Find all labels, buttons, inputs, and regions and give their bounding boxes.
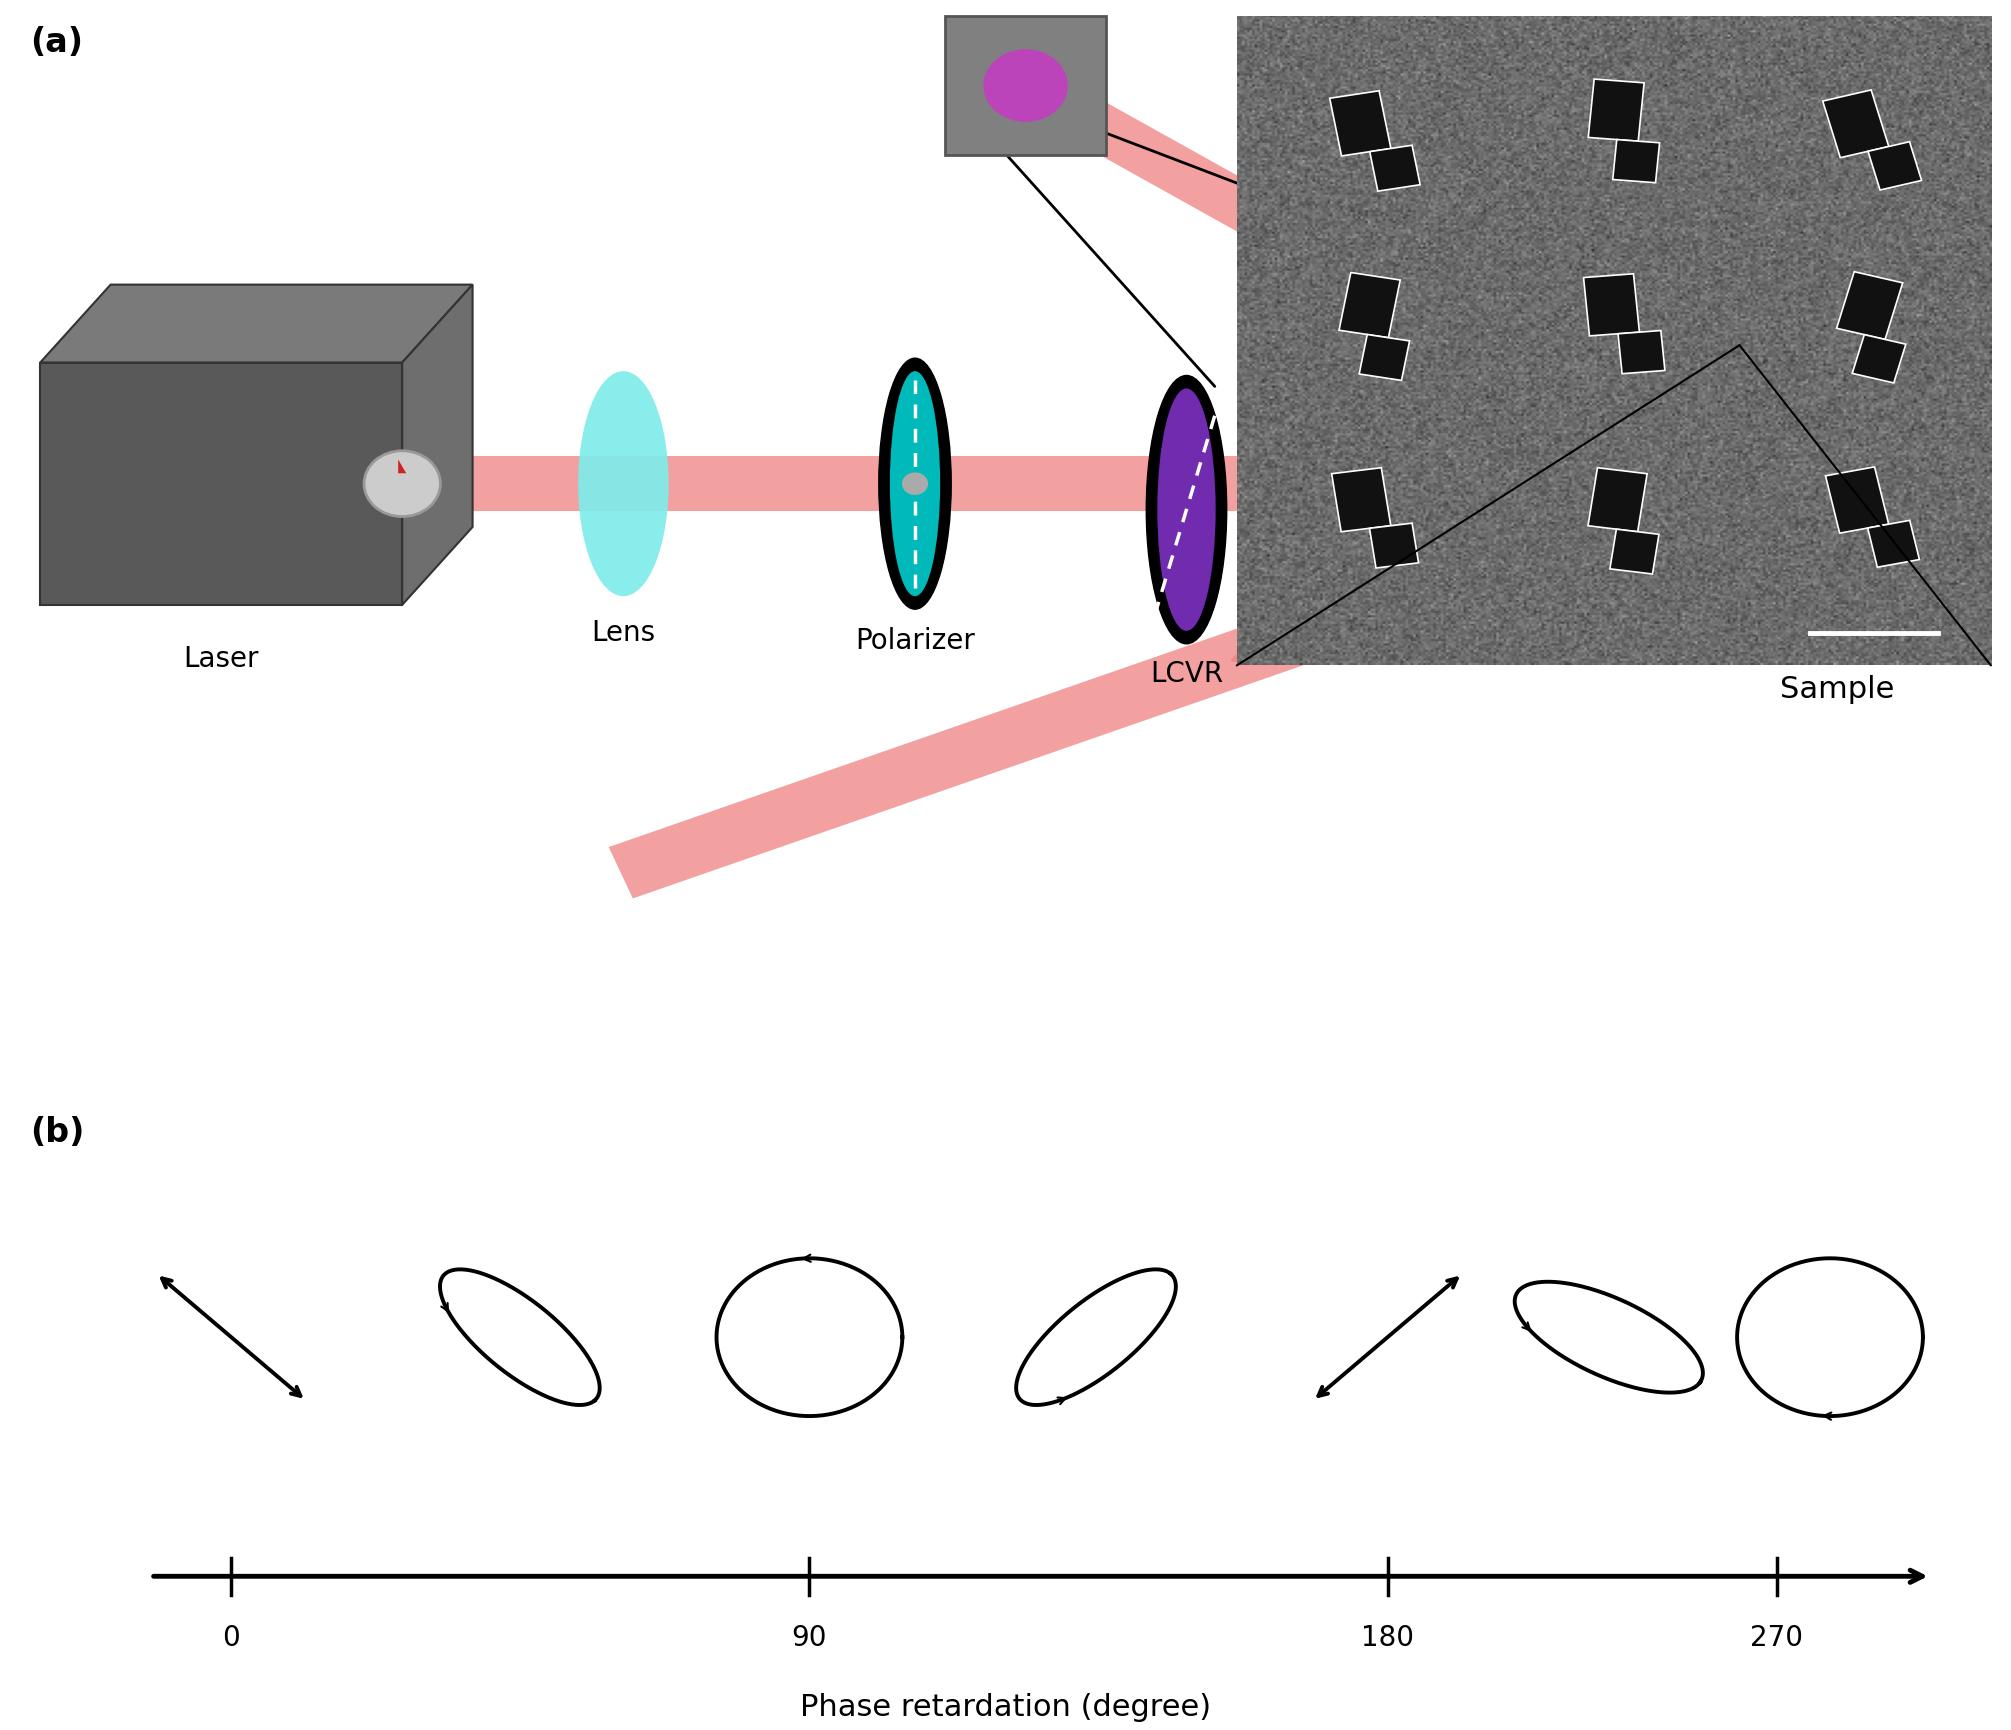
Polygon shape: [1589, 469, 1647, 533]
Polygon shape: [609, 458, 1752, 900]
Polygon shape: [1826, 467, 1888, 535]
Polygon shape: [1012, 67, 1754, 503]
Text: Lens: Lens: [591, 618, 656, 647]
Text: 0: 0: [223, 1623, 239, 1652]
Text: 90: 90: [792, 1623, 827, 1652]
Polygon shape: [1611, 529, 1659, 574]
Circle shape: [364, 452, 440, 517]
Text: 270: 270: [1750, 1623, 1804, 1652]
Polygon shape: [1868, 142, 1923, 190]
Polygon shape: [40, 285, 473, 363]
Ellipse shape: [1723, 403, 1742, 479]
FancyBboxPatch shape: [945, 17, 1106, 156]
Polygon shape: [1339, 273, 1400, 339]
Text: 180: 180: [1361, 1623, 1414, 1652]
Polygon shape: [1589, 80, 1645, 142]
Polygon shape: [402, 457, 1740, 512]
Polygon shape: [1822, 92, 1888, 159]
Polygon shape: [1619, 332, 1665, 374]
Polygon shape: [1583, 275, 1639, 337]
Polygon shape: [40, 363, 402, 606]
Text: (b): (b): [30, 1116, 84, 1149]
Polygon shape: [402, 285, 473, 606]
Text: $\theta$: $\theta$: [1508, 427, 1528, 455]
Ellipse shape: [1158, 389, 1215, 631]
Text: Polarizer: Polarizer: [855, 628, 975, 656]
Circle shape: [983, 50, 1068, 123]
Ellipse shape: [1146, 375, 1227, 644]
Polygon shape: [398, 460, 406, 474]
Circle shape: [901, 472, 929, 495]
Polygon shape: [1836, 273, 1902, 341]
Polygon shape: [1329, 92, 1392, 157]
Ellipse shape: [1723, 346, 1780, 649]
Polygon shape: [1852, 336, 1906, 384]
Polygon shape: [1369, 145, 1420, 192]
Ellipse shape: [579, 372, 668, 597]
Polygon shape: [1868, 521, 1918, 567]
Text: Phase retardation (degree): Phase retardation (degree): [800, 1692, 1211, 1721]
Ellipse shape: [889, 372, 941, 597]
Polygon shape: [1369, 524, 1418, 569]
Text: Sample: Sample: [1780, 675, 1894, 704]
Polygon shape: [1613, 140, 1659, 183]
Polygon shape: [1331, 469, 1392, 533]
Text: (a): (a): [30, 26, 82, 59]
Ellipse shape: [879, 360, 951, 609]
Polygon shape: [1359, 336, 1410, 381]
Text: Laser: Laser: [183, 644, 259, 673]
Ellipse shape: [1713, 346, 1766, 623]
Text: LCVR: LCVR: [1150, 659, 1223, 687]
